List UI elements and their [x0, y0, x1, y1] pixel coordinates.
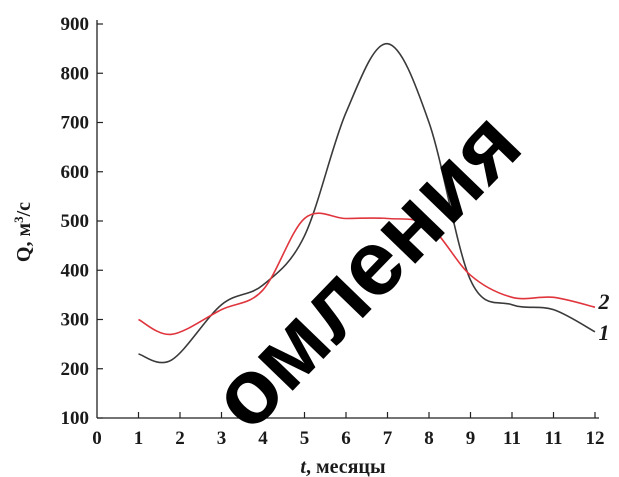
- y-tick-label-8: 900: [61, 14, 90, 35]
- series-lines: [138, 42, 596, 364]
- x-tick-label-5: 5: [300, 428, 310, 449]
- x-tick-label-4: 4: [258, 428, 268, 449]
- y-tick-label-7: 800: [61, 63, 90, 84]
- y-tick-label-3: 400: [61, 260, 90, 281]
- y-tick-label-4: 500: [61, 211, 90, 232]
- x-tick-label-6: 6: [341, 428, 351, 449]
- x-tick-label-9: 9: [466, 428, 476, 449]
- x-tick-label-12: 12: [586, 428, 605, 449]
- series-label-2: 2: [598, 289, 610, 314]
- axes: [96, 20, 599, 419]
- series-line-2: [138, 212, 596, 336]
- x-tick-label-8: 8: [424, 428, 434, 449]
- x-tick-label-11: 11: [545, 428, 563, 449]
- series-label-1: 1: [599, 320, 610, 345]
- x-axis-label: t, месяцы: [300, 456, 386, 477]
- x-tick-label-3: 3: [217, 428, 227, 449]
- y-tick-label-1: 200: [61, 359, 90, 380]
- x-ticks: 0 1 2 3 4 5 6 7 8 9 11 11 12: [92, 412, 605, 449]
- y-tick-label-5: 600: [61, 162, 90, 183]
- y-tick-label-0: 100: [61, 408, 90, 429]
- x-tick-label-10: 11: [503, 428, 521, 449]
- x-tick-label-0: 0: [92, 428, 102, 449]
- x-tick-label-2: 2: [175, 428, 185, 449]
- y-tick-label-6: 700: [61, 113, 90, 134]
- y-tick-label-2: 300: [61, 310, 90, 331]
- x-tick-label-1: 1: [134, 428, 144, 449]
- series-line-1: [138, 42, 596, 364]
- x-tick-label-7: 7: [383, 428, 393, 449]
- watermark: омления: [191, 92, 540, 449]
- y-axis-label: Q, м3/с: [11, 202, 36, 262]
- y-ticks: 100 200 300 400 500 600 700 800 900: [61, 14, 103, 429]
